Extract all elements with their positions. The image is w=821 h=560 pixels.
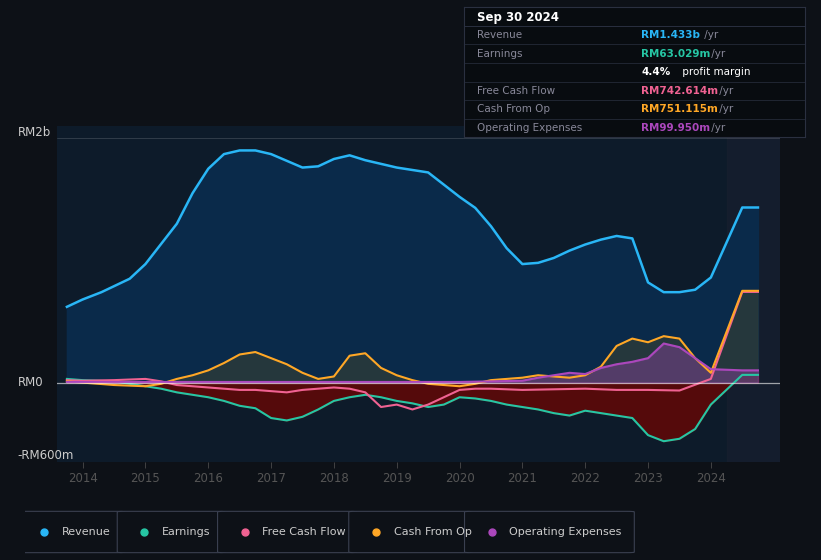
Text: /yr: /yr: [709, 49, 726, 59]
Text: RM0: RM0: [18, 376, 44, 389]
Text: Operating Expenses: Operating Expenses: [478, 123, 583, 133]
Text: Operating Expenses: Operating Expenses: [509, 527, 621, 537]
FancyBboxPatch shape: [117, 511, 225, 553]
Text: profit margin: profit margin: [678, 67, 750, 77]
Text: /yr: /yr: [716, 104, 733, 114]
Text: -RM600m: -RM600m: [18, 449, 74, 463]
Text: Revenue: Revenue: [478, 30, 523, 40]
Text: RM2b: RM2b: [18, 126, 51, 139]
Text: /yr: /yr: [701, 30, 718, 40]
Text: RM63.029m: RM63.029m: [641, 49, 710, 59]
Text: RM742.614m: RM742.614m: [641, 86, 718, 96]
Bar: [727, 126, 780, 462]
Text: Cash From Op: Cash From Op: [478, 104, 551, 114]
Text: Cash From Op: Cash From Op: [393, 527, 471, 537]
Text: Sep 30 2024: Sep 30 2024: [478, 11, 559, 24]
FancyBboxPatch shape: [17, 511, 125, 553]
Text: Free Cash Flow: Free Cash Flow: [263, 527, 346, 537]
Text: RM99.950m: RM99.950m: [641, 123, 710, 133]
FancyBboxPatch shape: [465, 511, 635, 553]
FancyBboxPatch shape: [349, 511, 472, 553]
Text: Revenue: Revenue: [62, 527, 110, 537]
Text: /yr: /yr: [716, 86, 733, 96]
Text: RM1.433b: RM1.433b: [641, 30, 700, 40]
Text: /yr: /yr: [709, 123, 726, 133]
Text: 4.4%: 4.4%: [641, 67, 670, 77]
Text: Earnings: Earnings: [478, 49, 523, 59]
FancyBboxPatch shape: [218, 511, 356, 553]
Text: RM751.115m: RM751.115m: [641, 104, 718, 114]
Text: Earnings: Earnings: [162, 527, 210, 537]
Text: Free Cash Flow: Free Cash Flow: [478, 86, 556, 96]
